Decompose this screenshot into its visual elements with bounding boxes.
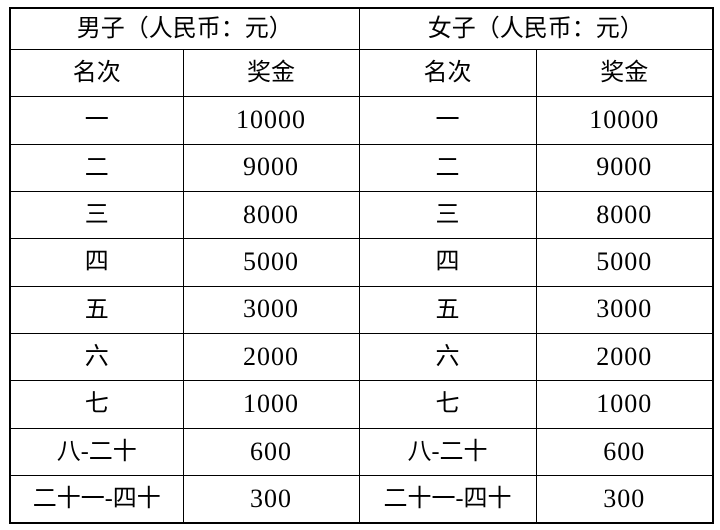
men-rank-header: 名次	[9, 48, 184, 98]
women-prize-cell: 300	[535, 475, 714, 524]
women-prize-cell: 9000	[535, 143, 714, 192]
men-rank-cell: 二	[9, 143, 184, 192]
table-row: 一 10000 一 10000	[9, 96, 714, 145]
men-prize-cell: 2000	[182, 332, 360, 382]
women-rank-cell: 二十一-四十	[358, 475, 537, 524]
table-row: 男子（人民币：元） 女子（人民币：元）	[9, 7, 714, 50]
table-row: 二十一-四十 300 二十一-四十 300	[9, 475, 714, 524]
men-rank-cell: 二十一-四十	[9, 475, 184, 524]
men-rank-cell: 八-二十	[9, 427, 184, 477]
women-rank-cell: 三	[358, 190, 537, 240]
men-prize-cell: 600	[182, 427, 360, 477]
men-prize-cell: 300	[182, 475, 360, 524]
men-prize-cell: 1000	[182, 380, 360, 429]
women-prize-cell: 1000	[535, 380, 714, 429]
table-row: 四 5000 四 5000	[9, 238, 714, 287]
men-rank-cell: 七	[9, 380, 184, 429]
women-rank-cell: 五	[358, 285, 537, 334]
women-prize-cell: 600	[535, 427, 714, 477]
women-prize-cell: 8000	[535, 190, 714, 240]
women-rank-cell: 六	[358, 332, 537, 382]
men-rank-cell: 四	[9, 238, 184, 287]
women-rank-cell: 一	[358, 96, 537, 145]
women-rank-cell: 七	[358, 380, 537, 429]
women-rank-cell: 二	[358, 143, 537, 192]
men-prize-cell: 10000	[182, 96, 360, 145]
men-section-title: 男子（人民币：元）	[9, 7, 360, 50]
men-rank-cell: 一	[9, 96, 184, 145]
table-row: 三 8000 三 8000	[9, 190, 714, 240]
men-prize-cell: 5000	[182, 238, 360, 287]
women-rank-header: 名次	[358, 48, 537, 98]
table-row: 七 1000 七 1000	[9, 380, 714, 429]
women-prize-cell: 10000	[535, 96, 714, 145]
table-row: 八-二十 600 八-二十 600	[9, 427, 714, 477]
table-row: 二 9000 二 9000	[9, 143, 714, 192]
women-section-title: 女子（人民币：元）	[358, 7, 714, 50]
prize-money-table: 男子（人民币：元） 女子（人民币：元） 名次 奖金 名次 奖金 一 10000 …	[9, 7, 714, 524]
men-prize-header: 奖金	[182, 48, 360, 98]
women-prize-cell: 5000	[535, 238, 714, 287]
women-prize-cell: 2000	[535, 332, 714, 382]
men-prize-cell: 3000	[182, 285, 360, 334]
women-rank-cell: 八-二十	[358, 427, 537, 477]
men-rank-cell: 五	[9, 285, 184, 334]
women-rank-cell: 四	[358, 238, 537, 287]
men-rank-cell: 三	[9, 190, 184, 240]
women-prize-header: 奖金	[535, 48, 714, 98]
men-prize-cell: 9000	[182, 143, 360, 192]
men-prize-cell: 8000	[182, 190, 360, 240]
table-row: 五 3000 五 3000	[9, 285, 714, 334]
table-row: 六 2000 六 2000	[9, 332, 714, 382]
table-row: 名次 奖金 名次 奖金	[9, 48, 714, 98]
women-prize-cell: 3000	[535, 285, 714, 334]
men-rank-cell: 六	[9, 332, 184, 382]
